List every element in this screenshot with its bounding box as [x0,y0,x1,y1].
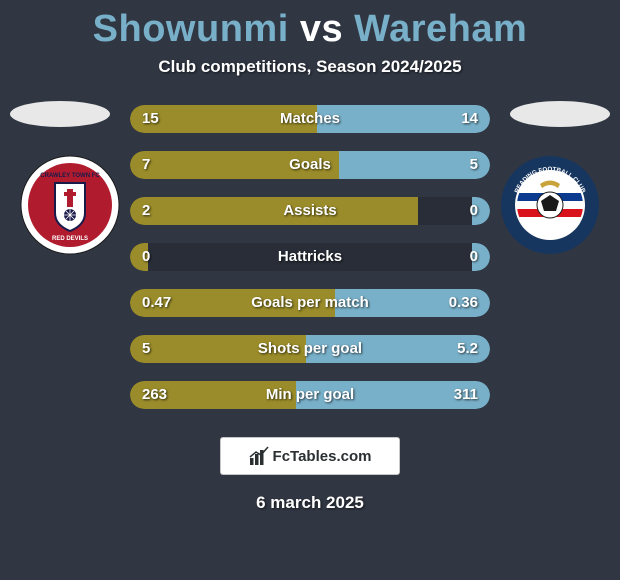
title-vs: vs [300,8,343,50]
stat-label: Assists [130,197,490,225]
stat-label: Min per goal [130,381,490,409]
title-player2: Wareham [354,8,527,50]
crest-left: CRAWLEY TOWN FC RED DEVILS [20,155,120,255]
brand-text: FcTables.com [273,448,372,465]
crest-shadow-right [510,101,610,127]
stat-label: Hattricks [130,243,490,271]
stat-label: Goals [130,151,490,179]
stat-label: Shots per goal [130,335,490,363]
crest-shadow-left [10,101,110,127]
stat-row: 20Assists [130,197,490,225]
subtitle: Club competitions, Season 2024/2025 [0,57,620,77]
stat-label: Matches [130,105,490,133]
date-text: 6 march 2025 [0,493,620,513]
svg-text:RED DEVILS: RED DEVILS [52,236,88,242]
brand-logo-icon [249,446,269,466]
stat-row: 55.2Shots per goal [130,335,490,363]
page-title: Showunmi vs Wareham [0,0,620,51]
stat-row: 0.470.36Goals per match [130,289,490,317]
comparison-content: CRAWLEY TOWN FC RED DEVILS READING FOOTB… [0,105,620,409]
stat-label: Goals per match [130,289,490,317]
crest-right: READING FOOTBALL CLUB EST. 1871 [500,155,600,255]
stat-row: 75Goals [130,151,490,179]
crest-reading-icon: READING FOOTBALL CLUB EST. 1871 [500,155,600,255]
stat-row: 00Hattricks [130,243,490,271]
title-player1: Showunmi [93,8,289,50]
crest-crawley-icon: CRAWLEY TOWN FC RED DEVILS [20,155,120,255]
svg-text:CRAWLEY TOWN FC: CRAWLEY TOWN FC [40,173,100,179]
brand-badge: FcTables.com [220,437,400,475]
stat-row: 263311Min per goal [130,381,490,409]
stats-bars: 1514Matches 75Goals 20Assists 00Hattricks 0.… [130,105,490,409]
stat-row: 1514Matches [130,105,490,133]
